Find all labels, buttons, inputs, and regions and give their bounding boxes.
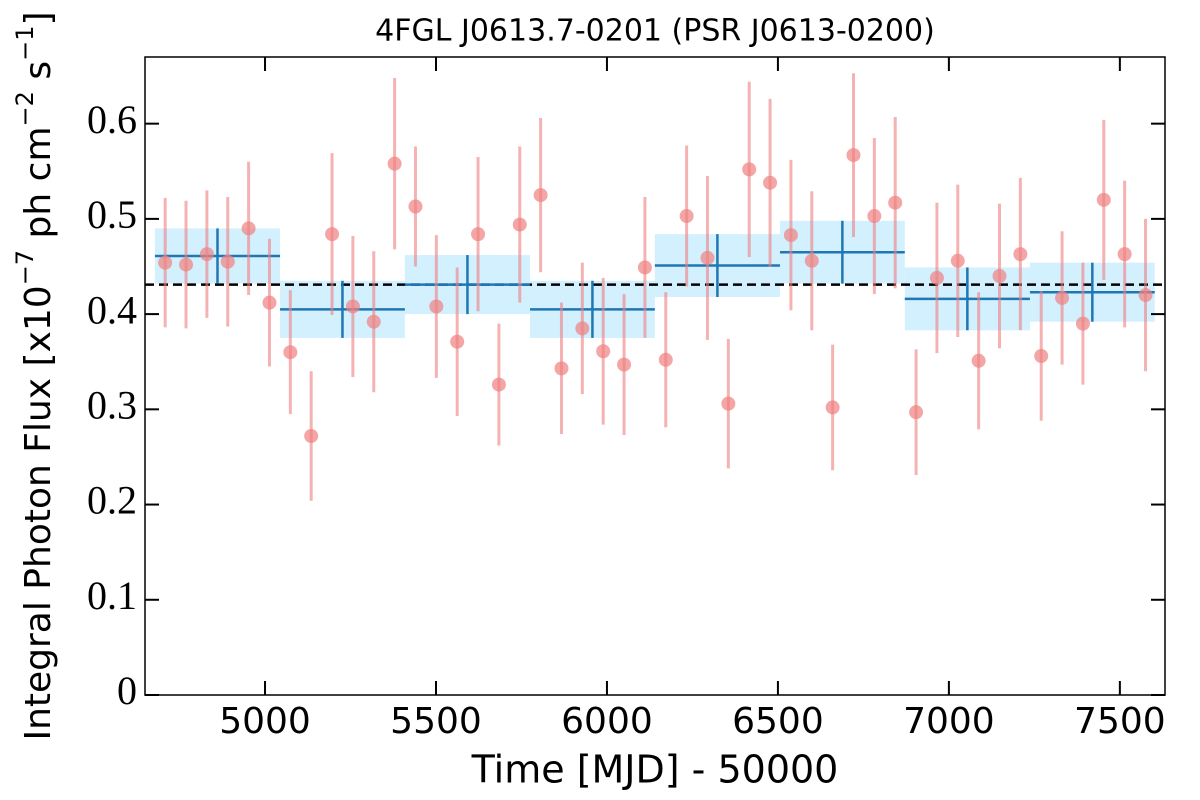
data-point [1034,349,1049,364]
y-axis-label: Integral Photon Flux [x10−7 ph cm−2 s−1] [11,11,59,740]
y-tick-label: 0.1 [87,573,137,618]
data-point [721,396,736,411]
data-point [637,260,652,275]
data-point [1075,316,1090,331]
data-point [304,428,319,443]
y-label-superscript: −2 [11,91,39,126]
data-point [179,257,194,272]
y-tick-label: 0.6 [87,97,137,142]
y-tick-label: 0.3 [87,383,137,428]
data-point [783,228,798,243]
data-point [617,357,632,372]
data-point [366,314,381,329]
x-tick-label: 6500 [732,701,824,742]
data-point [220,254,235,269]
y-tick-label: 0.5 [87,192,137,237]
x-axis-label: Time [MJD] - 50000 [471,748,839,792]
data-point [888,195,903,210]
x-tick-label: 5000 [219,701,311,742]
data-point [742,162,757,177]
data-point [971,353,986,368]
data-point [929,270,944,285]
data-point [450,334,465,349]
y-label-superscript: −1 [11,26,39,61]
y-tick-label: 0.4 [87,287,137,332]
x-tick-label: 6000 [561,701,653,742]
data-point [1013,247,1028,262]
data-point [408,199,423,214]
data-point [554,361,569,376]
data-point [679,209,694,224]
x-tick-label: 7500 [1074,701,1166,742]
data-point [1055,290,1070,305]
data-point [429,299,444,314]
y-label-superscript: −7 [11,250,39,285]
data-point [387,156,402,171]
y-label-text: ph cm [18,126,59,249]
y-label-text: s [18,61,59,91]
data-point [241,221,256,236]
data-point [262,295,277,310]
x-tick-label: 5500 [390,701,482,742]
data-point [158,255,173,270]
data-point [575,321,590,336]
data-point [992,269,1007,284]
data-point [1117,247,1132,262]
data-point [950,253,965,268]
data-point [909,405,924,420]
x-tick-label: 7000 [903,701,995,742]
data-point [846,148,861,163]
data-point [658,352,673,367]
data-point [471,227,486,242]
data-point [700,250,715,265]
data-point [533,188,548,203]
data-point [1138,288,1153,303]
data-point [199,247,214,262]
data-point [596,344,611,359]
data-point [825,400,840,415]
y-label-text: Integral Photon Flux [x10 [18,285,59,740]
data-point [491,377,506,392]
data-point [345,299,360,314]
data-point [804,253,819,268]
chart-title: 4FGL J0613.7-0201 (PSR J0613-0200) [375,14,935,49]
data-point [512,217,527,232]
y-label-text: ] [18,11,59,25]
data-point [325,227,340,242]
plot-frame [144,56,1166,696]
data-point [283,345,298,360]
data-point [1096,192,1111,207]
y-tick-label: 0 [117,668,137,713]
data-point [763,175,778,190]
y-tick-label: 0.2 [87,478,137,523]
data-point [867,209,882,224]
